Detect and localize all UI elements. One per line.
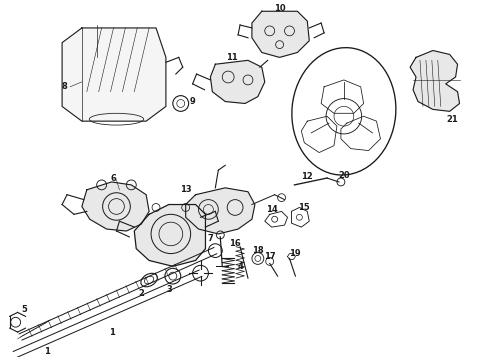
Text: 8: 8 <box>61 82 67 91</box>
Text: 19: 19 <box>289 249 300 258</box>
Text: 2: 2 <box>138 289 144 298</box>
Text: 21: 21 <box>447 115 459 124</box>
Polygon shape <box>134 204 205 266</box>
Text: 7: 7 <box>208 234 213 243</box>
Polygon shape <box>210 60 265 103</box>
Text: 14: 14 <box>266 205 277 214</box>
Text: 6: 6 <box>111 174 117 183</box>
Text: 1: 1 <box>44 347 50 356</box>
Text: 15: 15 <box>298 203 310 212</box>
Text: 20: 20 <box>338 171 350 180</box>
Text: 4: 4 <box>237 262 243 271</box>
Text: 13: 13 <box>180 185 192 194</box>
Text: 16: 16 <box>229 239 241 248</box>
Polygon shape <box>82 182 149 231</box>
Polygon shape <box>410 50 460 111</box>
Text: 18: 18 <box>252 246 264 255</box>
Text: 10: 10 <box>274 4 285 13</box>
Polygon shape <box>252 11 309 57</box>
Text: 5: 5 <box>22 305 27 314</box>
Text: 3: 3 <box>166 285 172 294</box>
Text: 1: 1 <box>109 328 115 337</box>
Text: 17: 17 <box>264 252 275 261</box>
Polygon shape <box>186 188 255 234</box>
Text: 11: 11 <box>226 53 238 62</box>
Polygon shape <box>62 28 166 121</box>
Text: 12: 12 <box>301 172 313 181</box>
Text: 9: 9 <box>190 97 196 106</box>
